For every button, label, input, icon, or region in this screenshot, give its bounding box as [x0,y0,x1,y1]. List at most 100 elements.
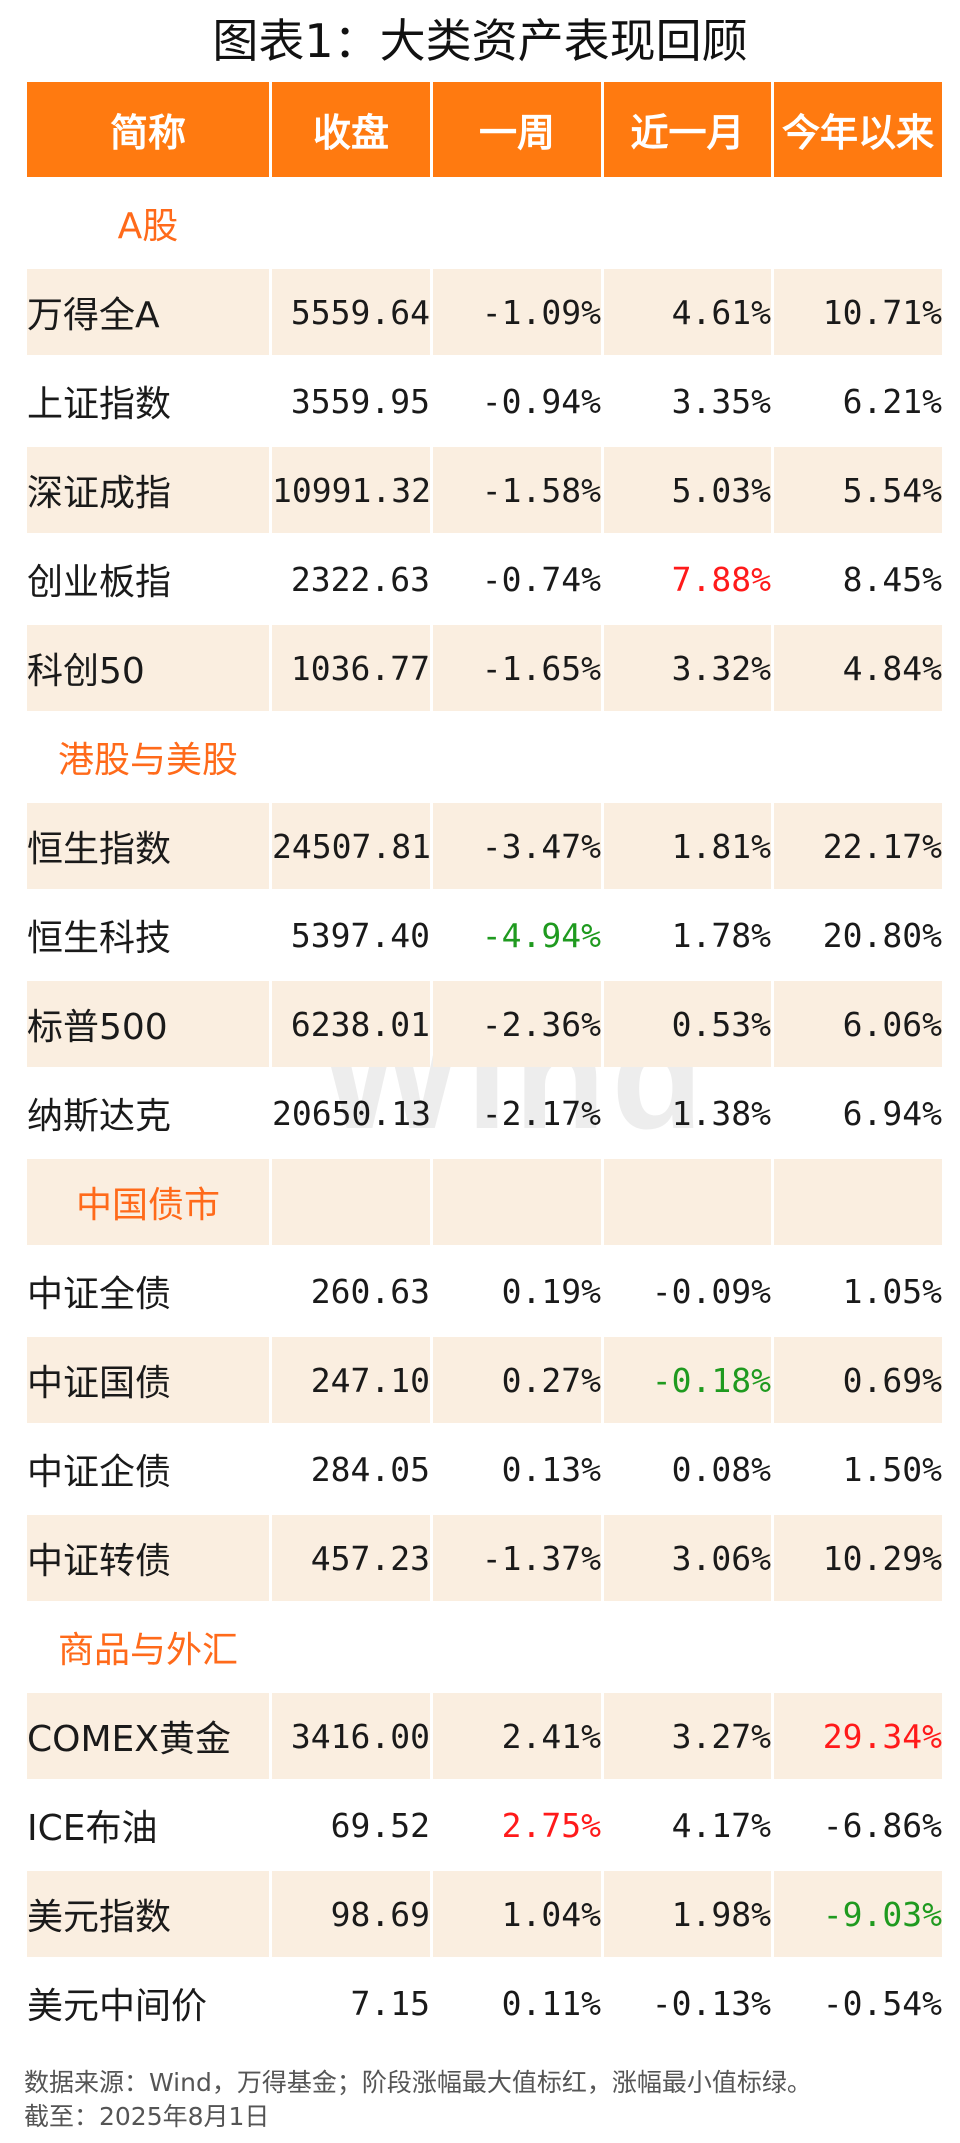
row-week: 0.13% [501,1449,601,1489]
header-close: 收盘 [272,82,430,177]
section-label: 商品与外汇 [57,1630,238,1671]
row-month: 5.03% [604,447,771,533]
row-close: 98.69 [272,1871,430,1957]
row-week: -0.74% [481,559,601,599]
row-name: 中证企债 [27,1452,172,1493]
row-week: -1.58% [433,447,601,533]
row-ytd: 6.94% [842,1093,942,1133]
table-row: COMEX黄金 3416.00 2.41% 3.27% 29.34% [27,1693,942,1779]
row-ytd: 10.29% [774,1515,942,1601]
source-note: 数据来源：Wind，万得基金；阶段涨幅最大值标红，涨幅最小值标绿。 [24,2068,812,2097]
page-title: 图表1：大类资产表现回顾 [212,14,748,68]
row-name: 中证全债 [27,1274,172,1315]
section-row-a-share: A股 [27,180,942,266]
row-month: -0.09% [651,1271,771,1311]
row-week: -1.09% [433,269,601,355]
table-row: 中证全债 260.63 0.19% -0.09% 1.05% [27,1248,942,1334]
row-week: 0.19% [501,1271,601,1311]
table-row: 美元指数 98.69 1.04% 1.98% -9.03% [27,1871,942,1957]
date-note: 截至：2025年8月1日 [24,2102,270,2131]
row-ytd: -0.54% [822,1983,942,2023]
row-month: 1.81% [604,803,771,889]
row-ytd: 20.80% [822,915,942,955]
table-row: 中证国债 247.10 0.27% -0.18% 0.69% [27,1337,942,1423]
row-week: -0.94% [481,381,601,421]
row-name: 纳斯达克 [27,1096,172,1137]
table-row: 中证企债 284.05 0.13% 0.08% 1.50% [27,1426,942,1512]
row-week: -1.37% [433,1515,601,1601]
table-row: 恒生科技 5397.40 -4.94% 1.78% 20.80% [27,892,942,978]
row-week: -2.17% [481,1093,601,1133]
header-row: 简称 收盘 一周 近一月 今年以来 [27,82,942,177]
header-week: 一周 [433,82,601,177]
row-name: 标普500 [27,981,269,1067]
section-row-commodity-fx: 商品与外汇 [27,1604,942,1690]
section-label: 港股与美股 [57,740,238,781]
row-week: 1.04% [433,1871,601,1957]
row-close: 2322.63 [290,559,430,599]
table-row: 上证指数 3559.95 -0.94% 3.35% 6.21% [27,358,942,444]
row-week: -2.36% [433,981,601,1067]
table-row: 科创50 1036.77 -1.65% 3.32% 4.84% [27,625,942,711]
table-row: 美元中间价 7.15 0.11% -0.13% -0.54% [27,1960,942,2046]
row-name: 美元中间价 [27,1986,208,2027]
row-month: 0.53% [604,981,771,1067]
row-close: 69.52 [330,1805,430,1845]
row-name: 恒生指数 [27,803,269,889]
table-row: 创业板指 2322.63 -0.74% 7.88% 8.45% [27,536,942,622]
row-month: 4.17% [671,1805,771,1845]
row-close: 5559.64 [272,269,430,355]
header-month: 近一月 [604,82,771,177]
row-close: 20650.13 [272,1093,431,1133]
row-month-max: 7.88% [671,559,771,599]
table-row: 万得全A 5559.64 -1.09% 4.61% 10.71% [27,269,942,355]
row-close: 457.23 [272,1515,430,1601]
header-ytd: 今年以来 [774,82,942,177]
row-close: 3559.95 [290,381,430,421]
row-ytd: 4.84% [774,625,942,711]
row-week: 0.27% [433,1337,601,1423]
row-week-min: -4.94% [481,915,601,955]
row-ytd-min: -9.03% [774,1871,942,1957]
row-ytd: 10.71% [774,269,942,355]
row-month: 1.38% [671,1093,771,1133]
row-name: 深证成指 [27,447,269,533]
row-close: 247.10 [272,1337,430,1423]
row-name: 中证国债 [27,1337,269,1423]
row-week: 0.11% [501,1983,601,2023]
section-label: A股 [117,206,179,247]
row-month: 4.61% [604,269,771,355]
row-ytd: 1.05% [842,1271,942,1311]
row-close: 6238.01 [272,981,430,1067]
row-month: -0.13% [651,1983,771,2023]
row-close: 1036.77 [272,625,430,711]
section-label: 中国债市 [27,1159,269,1245]
row-close: 5397.40 [290,915,430,955]
row-close: 24507.81 [272,803,431,889]
row-ytd: 0.69% [774,1337,942,1423]
row-ytd: 6.06% [774,981,942,1067]
row-name: 科创50 [27,625,269,711]
table-row: ICE布油 69.52 2.75% 4.17% -6.86% [27,1782,942,1868]
row-month-min: -0.18% [604,1337,771,1423]
row-name: 中证转债 [27,1515,269,1601]
row-month: 0.08% [671,1449,771,1489]
row-close: 284.05 [310,1449,430,1489]
row-month: 3.32% [604,625,771,711]
row-ytd: 5.54% [774,447,942,533]
row-month: 3.27% [604,1693,771,1779]
row-name: 上证指数 [27,384,172,425]
section-row-hk-us: 港股与美股 [27,714,942,800]
table-row: 标普500 6238.01 -2.36% 0.53% 6.06% [27,981,942,1067]
row-name: ICE布油 [27,1808,158,1849]
row-ytd: 1.50% [842,1449,942,1489]
row-name: 万得全A [27,269,269,355]
row-month: 1.98% [604,1871,771,1957]
row-month: 3.35% [671,381,771,421]
row-name: 创业板指 [27,562,172,603]
row-close: 10991.32 [272,447,431,533]
row-close: 260.63 [310,1271,430,1311]
row-week: -1.65% [433,625,601,711]
row-close: 7.15 [350,1983,430,2023]
footer-note: 数据来源：Wind，万得基金；阶段涨幅最大值标红，涨幅最小值标绿。 截至：202… [24,2066,812,2134]
